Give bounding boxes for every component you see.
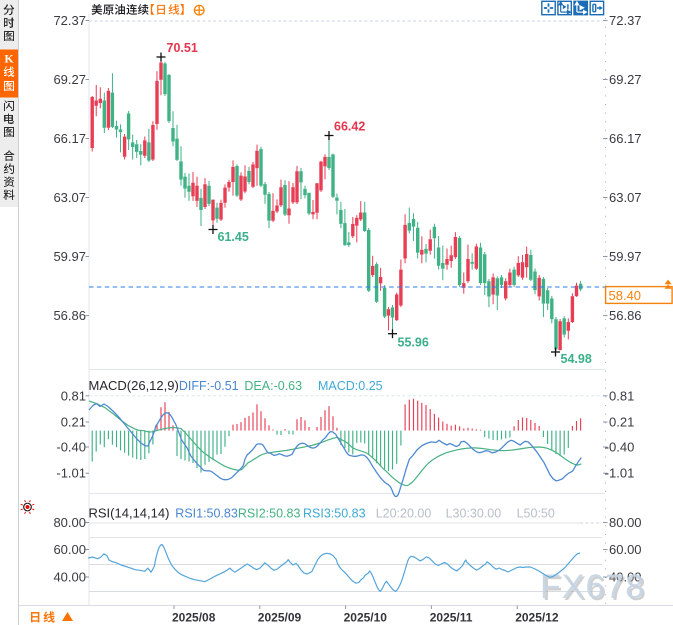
svg-text:72.37: 72.37: [53, 13, 86, 28]
svg-text:2025/11: 2025/11: [430, 611, 473, 625]
svg-text:59.97: 59.97: [609, 249, 642, 264]
svg-text:56.86: 56.86: [609, 308, 642, 323]
svg-text:RSI2:50.83: RSI2:50.83: [238, 507, 301, 521]
svg-text:-1.01: -1.01: [56, 466, 86, 481]
svg-text:40.00: 40.00: [609, 570, 642, 585]
svg-text:2025/09: 2025/09: [258, 611, 302, 625]
svg-text:60.00: 60.00: [609, 542, 642, 557]
svg-text:80.00: 80.00: [53, 515, 86, 530]
svg-text:FX678: FX678: [540, 568, 645, 606]
svg-text:56.86: 56.86: [53, 308, 86, 323]
svg-text:DEA:-0.63: DEA:-0.63: [244, 379, 302, 393]
svg-text:69.27: 69.27: [609, 72, 642, 87]
svg-text:66.17: 66.17: [609, 131, 642, 146]
svg-text:2025/12: 2025/12: [515, 611, 559, 625]
svg-text:K: K: [4, 52, 14, 66]
svg-text:2025/08: 2025/08: [172, 611, 216, 625]
svg-text:MACD(26,12,9): MACD(26,12,9): [89, 378, 179, 393]
svg-text:70.51: 70.51: [167, 41, 198, 55]
svg-text:59.97: 59.97: [53, 249, 86, 264]
svg-text:61.45: 61.45: [218, 230, 249, 244]
svg-text:66.42: 66.42: [334, 120, 365, 134]
svg-text:RSI1:50.83: RSI1:50.83: [175, 507, 238, 521]
svg-text:-1.01: -1.01: [605, 466, 635, 481]
svg-text:69.27: 69.27: [53, 72, 86, 87]
svg-text:40.00: 40.00: [53, 570, 86, 585]
svg-text:60.00: 60.00: [53, 542, 86, 557]
svg-text:58.40: 58.40: [609, 288, 642, 303]
svg-text:0.81: 0.81: [61, 388, 86, 403]
svg-text:DIFF:-0.51: DIFF:-0.51: [179, 379, 239, 393]
svg-text:RSI3:50.83: RSI3:50.83: [303, 507, 366, 521]
svg-text:0.81: 0.81: [609, 388, 634, 403]
svg-text:-0.40: -0.40: [56, 440, 86, 455]
svg-text:80.00: 80.00: [609, 515, 642, 530]
svg-text:MACD:0.25: MACD:0.25: [318, 379, 383, 393]
svg-text:63.07: 63.07: [53, 190, 86, 205]
svg-text:66.17: 66.17: [53, 131, 86, 146]
svg-text:54.98: 54.98: [561, 352, 592, 366]
svg-text:FX678: FX678: [542, 570, 647, 608]
svg-text:2025/10: 2025/10: [344, 611, 388, 625]
svg-text:-0.40: -0.40: [605, 440, 635, 455]
svg-text:55.96: 55.96: [398, 336, 429, 350]
svg-text:0.21: 0.21: [61, 415, 86, 430]
svg-text:72.37: 72.37: [609, 13, 642, 28]
svg-text:RSI(14,14,14): RSI(14,14,14): [89, 506, 170, 521]
svg-text:L20:20.00: L20:20.00: [376, 507, 432, 521]
svg-text:L50:50: L50:50: [517, 507, 555, 521]
svg-text:L30:30.00: L30:30.00: [446, 507, 502, 521]
svg-text:63.07: 63.07: [609, 190, 642, 205]
svg-text:0.21: 0.21: [609, 415, 634, 430]
